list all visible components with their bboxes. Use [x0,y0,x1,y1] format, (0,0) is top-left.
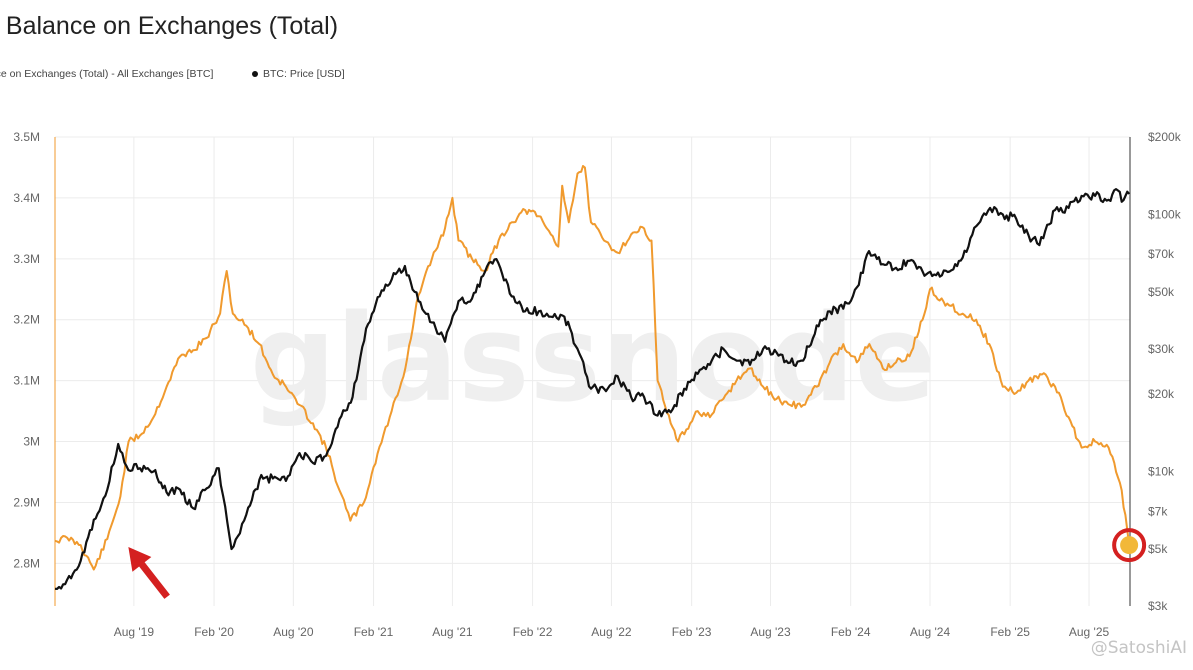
y-right-tick-label: $3k [1148,599,1168,613]
series-line-btc-price [54,188,1130,590]
chart-title: : Balance on Exchanges (Total) [0,12,339,40]
legend-item-exchange-balance[interactable]: ance on Exchanges (Total) - All Exchange… [0,68,213,80]
x-tick-label: Aug '20 [273,625,314,639]
y-left-tick-label: 3.1M [13,374,40,388]
annotation-layer [128,528,1147,599]
x-tick-label: Feb '25 [990,625,1030,639]
x-tick-label: Feb '24 [831,625,871,639]
x-tick-label: Aug '19 [114,625,155,639]
x-tick-label: Aug '24 [910,625,951,639]
x-tick-label: Feb '23 [672,625,712,639]
y-right-tick-label: $50k [1148,285,1175,299]
series-line-exchange-balance [54,165,1131,571]
y-left-tick-label: 3.2M [13,313,40,327]
legend-swatch-btc-price [252,71,258,77]
y-left-tick-label: 2.8M [13,556,40,570]
y-right-tick-label: $100k [1148,207,1182,221]
y-right-tick-label: $200k [1148,130,1182,144]
x-tick-label: Aug '21 [432,625,473,639]
annotation-arrow-head [128,547,152,572]
series-layer [54,165,1131,590]
legend-item-btc-price[interactable]: BTC: Price [USD] [252,68,345,80]
grid-layer [55,136,1130,606]
y-right-tick-label: $30k [1148,342,1175,356]
axis-layer: 3.5M 3.4M 3.3M 3.2M 3.1M 3M 2.9M 2.8M $200k $100k… [13,130,1181,639]
handle-watermark: @SatoshiAI [1091,638,1187,658]
chart-watermark: glassnode [250,290,936,429]
y-left-tick-label: 3M [23,435,40,449]
annotation-circle [1112,528,1147,563]
y-right-tick-label: $5k [1148,542,1168,556]
x-tick-label: Feb '22 [513,625,553,639]
y-right-tick-label: $70k [1148,247,1175,261]
annotation-arrow-shaft [136,559,170,599]
y-right-tick-label: $10k [1148,465,1175,479]
x-tick-label: Aug '23 [750,625,791,639]
y-left-tick-label: 3.5M [13,130,40,144]
legend-label-exchange-balance: ance on Exchanges (Total) - All Exchange… [0,68,214,80]
y-right-tick-label: $7k [1148,504,1168,518]
y-left-tick-label: 3.3M [13,252,40,266]
annotation-highlight-point [1120,536,1139,555]
x-tick-label: Aug '22 [591,625,632,639]
y-left-tick-label: 3.4M [13,191,40,205]
y-right-tick-label: $20k [1148,387,1175,401]
x-tick-label: Aug '25 [1069,625,1110,639]
x-tick-label: Feb '20 [194,625,234,639]
x-tick-label: Feb '21 [354,625,394,639]
legend-label-btc-price: BTC: Price [USD] [263,68,345,80]
y-left-tick-label: 2.9M [13,495,40,509]
handle-watermark-text: @SatoshiAI [1090,638,1187,658]
